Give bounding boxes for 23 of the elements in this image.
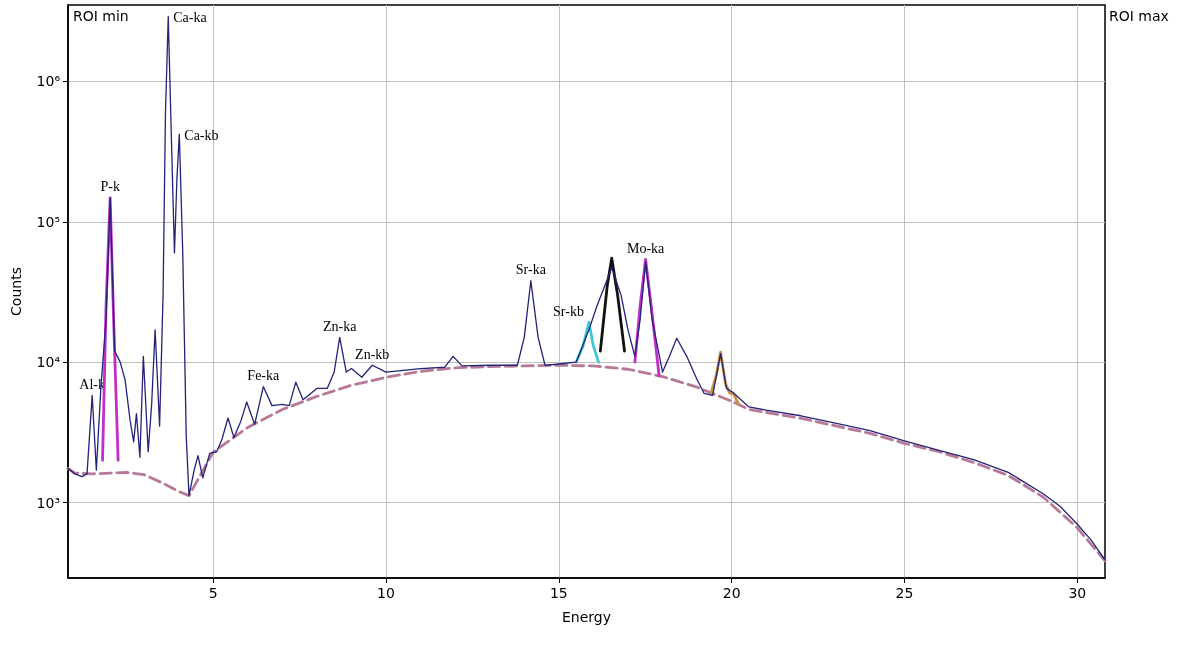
x-tick-label: 30 xyxy=(1068,585,1087,601)
y-tick-label: 10³ xyxy=(36,494,60,511)
x-axis-title: Energy xyxy=(561,609,612,625)
x-tick-label: 20 xyxy=(722,585,741,601)
y-tick-label: 10⁵ xyxy=(36,213,60,230)
x-tick-label: 5 xyxy=(208,585,218,601)
annotation: Sr-kb xyxy=(553,303,584,319)
y-tick-label: 10⁶ xyxy=(36,73,61,90)
annotation: Sr-ka xyxy=(515,262,547,278)
y-tick-label: 10⁴ xyxy=(36,354,61,371)
text: ROI max xyxy=(1109,8,1169,24)
annotation: P-k xyxy=(100,179,120,195)
annotation: Mo-ka xyxy=(626,240,666,256)
annotation: Zn-kb xyxy=(355,346,390,362)
x-tick-label: 25 xyxy=(895,585,914,601)
annotation: Fe-ka xyxy=(247,368,281,384)
x-tick-label: 10 xyxy=(377,585,395,601)
annotation: Zn-ka xyxy=(322,318,358,334)
y-axis-title: Counts xyxy=(8,267,24,316)
x-tick-label: 15 xyxy=(549,585,568,601)
annotation: Ca-ka xyxy=(173,9,208,25)
annotation: ROI min xyxy=(73,8,129,24)
annotation: Ca-kb xyxy=(184,127,219,143)
